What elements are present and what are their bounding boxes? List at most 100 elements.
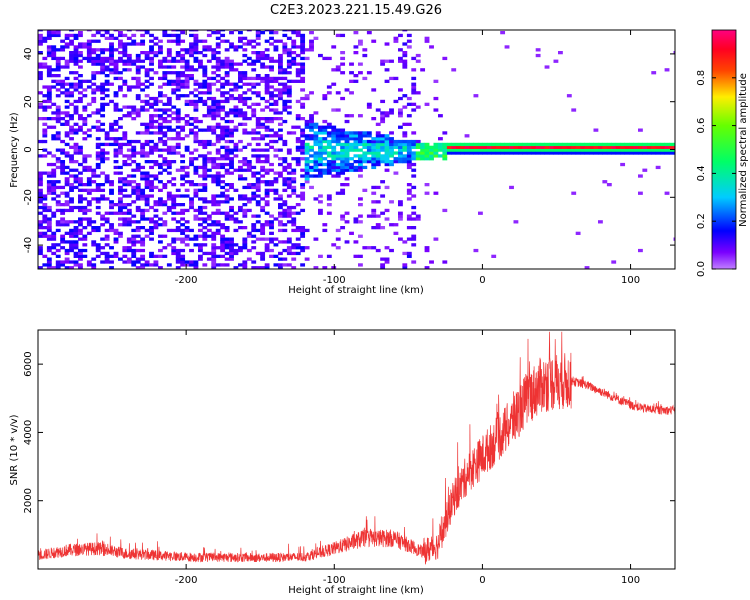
heatmap-cell: [300, 96, 306, 101]
heatmap-cell: [282, 119, 288, 124]
heatmap-cell: [175, 131, 181, 135]
heatmap-cell: [251, 174, 257, 178]
heatmap-cell: [300, 48, 306, 52]
heatmap-cell: [273, 94, 279, 98]
heatmap-cell: [260, 197, 266, 201]
heatmap-cell: [340, 137, 346, 141]
heatmap-cell: [122, 180, 128, 184]
heatmap-cell: [224, 194, 230, 198]
heatmap-cell: [549, 151, 554, 155]
heatmap-cell: [113, 76, 119, 81]
heatmap-cell: [215, 59, 221, 63]
heatmap-cell: [251, 240, 257, 244]
heatmap-cell: [224, 139, 230, 144]
heatmap-cell: [300, 79, 306, 83]
heatmap-cell: [175, 237, 181, 241]
heatmap-cell: [593, 151, 599, 155]
heatmap-cell: [411, 151, 417, 155]
heatmap-cell: [251, 183, 257, 187]
heatmap-cell: [269, 231, 274, 235]
heatmap-cell: [122, 223, 128, 227]
heatmap-cell: [273, 134, 279, 138]
heatmap-cell: [264, 211, 270, 215]
heatmap-cell: [73, 228, 79, 233]
heatmap-cell: [575, 151, 581, 155]
heatmap-cell: [215, 102, 221, 106]
heatmap-cell: [398, 214, 403, 218]
heatmap-cell: [278, 257, 283, 261]
heatmap-cell: [344, 134, 350, 138]
heatmap-cell: [55, 56, 61, 61]
heatmap-cell: [211, 260, 217, 264]
heatmap-cell: [260, 117, 266, 121]
heatmap-cell: [238, 114, 243, 118]
heatmap-cell: [206, 125, 212, 129]
heatmap-cell: [242, 42, 248, 46]
heatmap-cell: [251, 234, 257, 238]
heatmap-cell: [238, 168, 243, 172]
heatmap-cell: [95, 254, 101, 258]
heatmap-cell: [149, 226, 154, 230]
heatmap-cell: [202, 243, 208, 247]
heatmap-cell: [100, 30, 106, 32]
heatmap-cell: [189, 263, 194, 267]
heatmap-cell: [269, 139, 274, 144]
heatmap-cell: [260, 180, 266, 184]
heatmap-cell: [242, 117, 248, 121]
heatmap-cell: [584, 145, 590, 149]
heatmap-cell: [180, 71, 186, 75]
heatmap-cell: [55, 68, 61, 72]
heatmap-cell: [642, 145, 648, 149]
heatmap-cell: [415, 154, 421, 158]
top-y-tick-label: -20: [23, 189, 34, 205]
heatmap-cell: [82, 131, 88, 135]
heatmap-cell: [260, 53, 266, 58]
heatmap-cell: [38, 62, 43, 66]
heatmap-cell: [300, 248, 306, 253]
heatmap-cell: [460, 148, 466, 152]
heatmap-cell: [282, 42, 288, 46]
top-y-tick-label: 40: [23, 48, 34, 61]
heatmap-cell: [215, 108, 221, 112]
heatmap-cell: [646, 151, 652, 155]
heatmap-cell: [340, 151, 346, 155]
heatmap-cell: [202, 99, 208, 104]
heatmap-cell: [424, 148, 430, 152]
heatmap-cell: [126, 42, 132, 46]
heatmap-cell: [402, 145, 408, 149]
heatmap-cell: [246, 131, 252, 135]
heatmap-cell: [42, 108, 48, 112]
heatmap-cell: [153, 220, 159, 224]
heatmap-cell: [282, 99, 288, 104]
heatmap-cell: [335, 165, 341, 170]
heatmap-cell: [113, 231, 119, 235]
heatmap-cell: [269, 108, 274, 112]
heatmap-cell: [242, 59, 248, 63]
heatmap-cell: [144, 131, 150, 135]
heatmap-cell: [118, 117, 123, 121]
heatmap-cell: [264, 266, 270, 269]
heatmap-cell: [60, 56, 66, 61]
heatmap-cell: [242, 226, 248, 230]
heatmap-cell: [282, 228, 288, 233]
heatmap-cell: [69, 33, 74, 38]
heatmap-cell: [402, 148, 408, 152]
heatmap-cell: [51, 68, 57, 72]
heatmap-cell: [242, 128, 248, 132]
heatmap-cell: [211, 180, 217, 184]
heatmap-cell: [384, 42, 390, 46]
heatmap-cell: [238, 39, 243, 43]
heatmap-cell: [126, 111, 132, 115]
heatmap-cell: [411, 82, 417, 86]
heatmap-cell: [246, 88, 252, 92]
heatmap-cell: [113, 68, 119, 72]
heatmap-cell: [46, 208, 52, 213]
heatmap-cell: [60, 168, 66, 172]
heatmap-cell: [131, 139, 137, 144]
heatmap-cell: [229, 217, 234, 221]
heatmap-cell: [189, 51, 194, 55]
heatmap-cell: [189, 48, 194, 52]
heatmap-cell: [140, 257, 146, 261]
heatmap-cell: [606, 151, 612, 155]
heatmap-cell: [69, 71, 74, 75]
